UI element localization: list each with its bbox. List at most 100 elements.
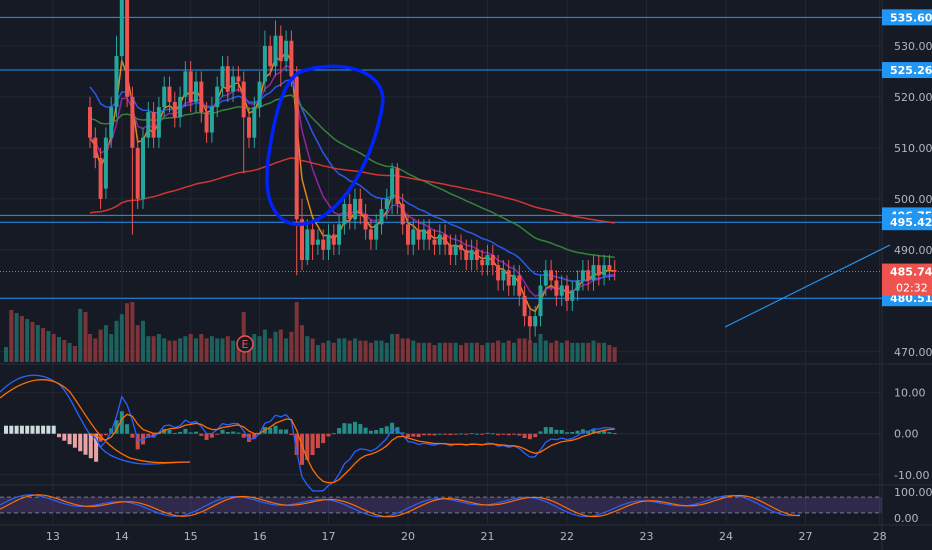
drawings[interactable]: E bbox=[236, 64, 891, 353]
macd-line-history bbox=[0, 374, 191, 465]
time-tick-label: 21 bbox=[481, 530, 495, 543]
price-tick-label: 500.00 bbox=[894, 193, 932, 206]
candle-body bbox=[146, 112, 151, 138]
macd-histogram-bar-history bbox=[72, 433, 77, 448]
macd-histogram-bar bbox=[363, 427, 368, 434]
candle-body bbox=[543, 270, 548, 286]
candle-body bbox=[406, 224, 410, 245]
price-tick-label: 530.00 bbox=[894, 40, 932, 53]
volume-bar bbox=[326, 340, 331, 362]
macd-histogram-bar bbox=[342, 423, 347, 434]
candle-body bbox=[300, 219, 304, 261]
macd-histogram-bar bbox=[188, 432, 193, 434]
volume-bar bbox=[178, 338, 183, 362]
stochastic-panel bbox=[0, 494, 882, 518]
price-tick-label: 520.00 bbox=[894, 91, 932, 104]
moving-averages bbox=[89, 50, 615, 313]
volume-bar bbox=[188, 334, 193, 362]
macd-histogram-bar bbox=[432, 433, 437, 436]
macd-histogram-bar-history bbox=[51, 425, 56, 434]
volume-bar bbox=[374, 340, 379, 362]
macd-histogram-bar bbox=[459, 433, 463, 435]
macd-histogram-bar bbox=[565, 432, 569, 434]
volume-bar bbox=[119, 314, 124, 362]
volume-bar bbox=[194, 338, 198, 362]
volume-bar bbox=[300, 325, 304, 362]
macd-histogram-bar bbox=[474, 433, 479, 435]
macd-histogram-bar bbox=[215, 433, 220, 435]
macd-histogram-bar bbox=[453, 433, 458, 435]
volume-bar bbox=[114, 320, 119, 362]
macd-histogram-bar bbox=[172, 432, 177, 434]
macd-histogram-bar bbox=[294, 433, 299, 455]
candle-body bbox=[448, 244, 453, 255]
volume-bar bbox=[512, 342, 516, 362]
stoch-tick-label: 100.00 bbox=[894, 486, 932, 499]
macd-line bbox=[89, 395, 615, 492]
macd-histogram-bar bbox=[379, 427, 384, 434]
macd-histogram-bar bbox=[130, 433, 135, 438]
candle-body bbox=[411, 229, 416, 245]
time-tick-label: 13 bbox=[46, 530, 60, 543]
volume-bar bbox=[607, 345, 612, 362]
macd-histogram-bar-history bbox=[35, 425, 40, 434]
macd-histogram-bar bbox=[125, 424, 130, 434]
candle-body bbox=[586, 270, 591, 281]
time-tick-label: 27 bbox=[799, 530, 813, 543]
macd-histogram-bar bbox=[268, 427, 273, 434]
macd-histogram-bar bbox=[321, 433, 326, 444]
candle-body bbox=[570, 290, 575, 301]
macd-histogram-bar bbox=[527, 433, 532, 440]
volume-bar bbox=[480, 345, 485, 362]
macd-histogram-bar bbox=[183, 428, 188, 434]
candle-body bbox=[310, 229, 315, 245]
volume-bar bbox=[353, 338, 357, 362]
candle-body bbox=[231, 76, 236, 92]
candle-body bbox=[88, 107, 92, 138]
volume-bar bbox=[141, 320, 145, 362]
candle-body bbox=[607, 265, 612, 271]
candle-body bbox=[390, 168, 395, 199]
ema-long-line bbox=[89, 94, 615, 259]
macd-histogram-bar bbox=[596, 431, 601, 434]
time-axis[interactable]: 13 14 15 16 17 20 21 22 23 24 27 28 bbox=[46, 530, 887, 543]
macd-histogram-bar bbox=[575, 430, 580, 434]
volume-bar bbox=[565, 340, 569, 362]
time-tick-label: 14 bbox=[115, 530, 129, 543]
time-tick-label: 15 bbox=[184, 530, 198, 543]
volume-bar bbox=[591, 340, 596, 362]
candle-body bbox=[103, 137, 108, 189]
candle-body bbox=[549, 270, 554, 281]
candle-body bbox=[135, 147, 140, 199]
macd-tick-label: 0.00 bbox=[894, 428, 919, 441]
volume-bar bbox=[220, 338, 225, 362]
candles[interactable] bbox=[88, 0, 617, 342]
volume-bar bbox=[204, 338, 209, 362]
macd-histogram-bar bbox=[368, 430, 373, 434]
ema-slow-line bbox=[89, 79, 615, 282]
price-axis[interactable]: 530.00 520.00 510.00 500.00 490.00 470.00 10.0… bbox=[882, 9, 932, 525]
macd-histogram-bar bbox=[225, 432, 230, 434]
bar-countdown-label: 02:32 bbox=[896, 282, 928, 295]
volume-bar bbox=[490, 342, 495, 362]
level-price-tag bbox=[882, 9, 932, 26]
macd-histogram-bar-history bbox=[4, 425, 8, 434]
candle-body bbox=[533, 316, 538, 327]
horizontal-levels[interactable] bbox=[0, 16, 882, 299]
macd-histogram-bar bbox=[591, 429, 596, 434]
volume-bar bbox=[9, 310, 14, 362]
macd-histogram-bar bbox=[607, 432, 612, 434]
volume-bar bbox=[93, 338, 98, 362]
volume-bar bbox=[453, 342, 458, 362]
volume-bar bbox=[72, 346, 77, 362]
level-price-label: 525.26 bbox=[890, 64, 932, 77]
level-price-tag bbox=[882, 214, 932, 231]
volume-bar bbox=[543, 340, 548, 362]
candle-body bbox=[580, 270, 585, 281]
candle-body bbox=[114, 56, 119, 108]
candle-body bbox=[225, 66, 230, 92]
macd-histogram-bar bbox=[464, 433, 469, 435]
candle-body bbox=[162, 86, 167, 108]
volume-bar bbox=[575, 342, 580, 362]
